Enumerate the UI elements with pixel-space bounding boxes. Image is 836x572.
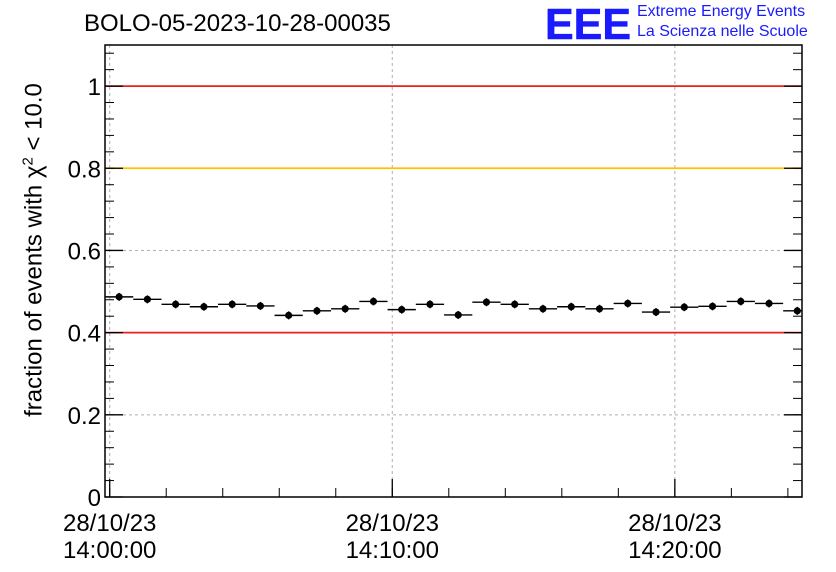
data-point [641,308,671,317]
x-tick-label-date: 28/10/23 [346,510,439,537]
data-point [302,306,332,315]
data-point [105,292,134,301]
data-point-marker [482,298,491,306]
data-point [331,304,360,313]
data-point [472,298,501,307]
data-point-marker [228,300,236,308]
data-point [444,310,473,319]
data-point [218,300,247,309]
data-point-marker [313,307,321,315]
x-tick-label-time: 14:20:00 [628,537,721,564]
y-tick-label: 0 [88,485,101,512]
data-points [105,292,802,320]
data-point [274,311,303,320]
data-point-marker [765,299,773,308]
data-point-marker [624,299,632,308]
data-point [500,300,529,309]
data-point [133,295,162,304]
tick-labels: 00.20.40.60.8128/10/2314:00:0028/10/2314… [63,74,722,564]
y-tick-label: 0.6 [68,238,101,265]
data-point-marker [652,308,660,316]
data-point-marker [793,307,801,315]
y-tick-label: 0.4 [68,321,101,348]
data-point [754,299,784,308]
data-point [189,302,219,311]
data-point [387,305,416,314]
eee-logo-text: Extreme Energy Events La Scienza nelle S… [637,2,808,42]
plot-frame [104,44,803,498]
data-point-marker [172,300,180,308]
data-point-marker [511,300,519,308]
chart-title: BOLO-05-2023-10-28-00035 [84,10,391,37]
data-point-marker [285,311,293,319]
x-tick-label-time: 14:10:00 [346,537,439,564]
grid-lines [105,45,802,497]
data-point-marker [595,305,604,313]
eee-logo: EEE [545,2,632,42]
reference-lines [105,85,802,334]
y-tick-label: 1 [88,74,101,101]
data-point-marker [539,305,547,313]
data-point-marker [454,311,462,319]
data-point-marker [256,302,265,310]
data-point-marker [398,306,406,314]
data-point [246,301,275,310]
data-point [698,302,727,311]
data-point [613,299,642,308]
eee-logo-letters: EEE [545,2,631,42]
data-point-marker [200,303,208,311]
data-point [670,303,699,312]
eee-logo-line2: La Scienza nelle Scuole [637,23,808,40]
data-point [415,300,445,309]
eee-logo-line1: Extreme Energy Events [637,3,806,20]
data-point-marker [341,305,349,313]
data-point [528,304,558,313]
y-tick-label: 0.2 [68,403,101,430]
data-point [726,297,755,306]
x-tick-label-date: 28/10/23 [628,510,721,537]
x-tick-label-time: 14:00:00 [63,537,156,564]
y-tick-label: 0.8 [68,156,101,183]
x-tick-label-date: 28/10/23 [63,510,156,537]
data-point-marker [680,303,688,311]
data-point [783,306,802,315]
data-point-marker [426,300,434,308]
data-point [359,297,388,306]
data-point-marker [567,303,575,311]
data-point [557,302,586,311]
data-point [585,304,614,313]
data-point-marker [115,293,123,301]
axis-ticks [105,52,802,498]
data-point-marker [737,297,745,306]
data-point-marker [143,295,151,303]
data-point-marker [369,297,378,306]
data-point-marker [708,302,717,310]
data-point [161,300,190,309]
